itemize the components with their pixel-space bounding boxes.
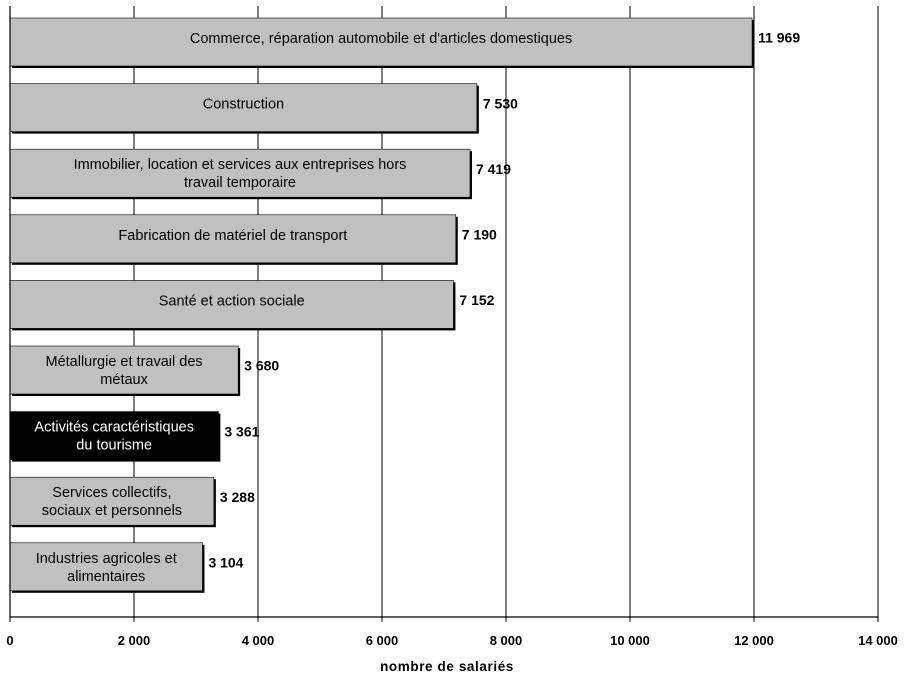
- bar-category-label: Industries agricoles et alimentaires: [36, 551, 177, 585]
- bar-category-label: Activités caractéristiques du tourisme: [34, 419, 194, 453]
- x-tick-label: 4 000: [242, 633, 275, 648]
- bar-value-label: 7 190: [462, 227, 497, 243]
- x-tick-label: 10 000: [610, 633, 650, 648]
- bar-value-label: 7 419: [476, 161, 511, 177]
- bar-value-label: 3 104: [208, 555, 243, 571]
- bar-category-label: Santé et action sociale: [159, 293, 305, 309]
- bar-value-label: 3 680: [244, 358, 279, 374]
- bar: [9, 411, 219, 460]
- bar: [9, 83, 478, 132]
- x-tick-label: 2 000: [118, 633, 151, 648]
- bar-category-label: Services collectifs, sociaux et personnel…: [42, 485, 182, 519]
- x-axis: 0 2 000 4 000 6 000 8 000 10 000 12 000 14 000: [6, 6, 898, 648]
- x-tick-label: 14 000: [858, 633, 898, 648]
- bar: [9, 280, 454, 329]
- bars: Commerce, réparation automobile et d'art…: [9, 17, 800, 593]
- bar: [9, 345, 239, 395]
- x-tick-label: 8 000: [490, 633, 523, 648]
- bar-category-label: Métallurgie et travail des métaux: [45, 354, 202, 388]
- bar-category-label: Construction: [203, 96, 284, 112]
- x-axis-title: nombre de salariés: [380, 659, 514, 674]
- x-tick-label: 12 000: [734, 633, 774, 648]
- bar-value-label: 3 361: [224, 423, 259, 439]
- bar: [9, 148, 471, 198]
- bar-value-label: 7 152: [459, 292, 494, 308]
- bar-category-label: Fabrication de matériel de transport: [118, 228, 347, 244]
- bar: [9, 542, 203, 592]
- bar-value-label: 3 288: [220, 489, 255, 505]
- bar-category-label: Commerce, réparation automobile et d'art…: [190, 31, 572, 47]
- bar: [9, 17, 753, 67]
- bar: [9, 214, 457, 264]
- bar-category-label: Immobilier, location et services aux ent…: [74, 157, 407, 191]
- x-tick-label: 0: [6, 633, 13, 648]
- bar-value-label: 11 969: [758, 30, 800, 46]
- bar-value-label: 7 530: [483, 95, 518, 111]
- x-tick-label: 6 000: [366, 633, 399, 648]
